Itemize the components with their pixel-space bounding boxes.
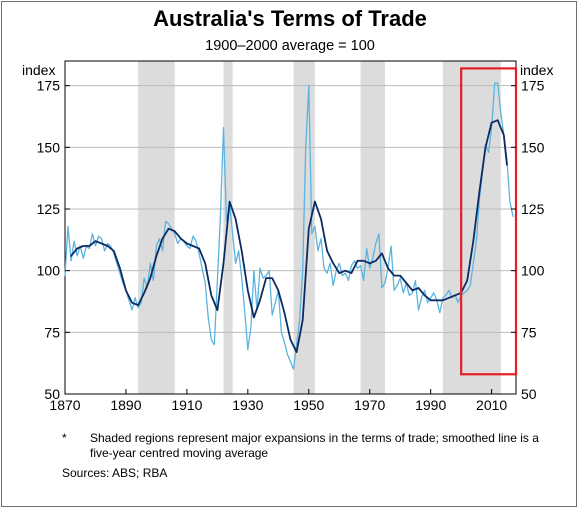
y-tick-label-left-100: 100 <box>37 263 61 279</box>
y-tick-label-left-50: 50 <box>44 386 60 402</box>
gridlines <box>65 85 516 333</box>
footnote-marker: * <box>62 431 67 445</box>
y-tick-label-right-175: 175 <box>521 78 545 94</box>
x-tick-label-1970: 1970 <box>354 397 385 413</box>
chart-subtitle: 1900–2000 average = 100 <box>205 38 375 54</box>
annual-series-line <box>64 82 514 370</box>
chart-title: Australia's Terms of Trade <box>153 6 427 31</box>
x-tick-label-1990: 1990 <box>415 397 446 413</box>
y-tick-label-right-50: 50 <box>521 386 537 402</box>
y-tick-label-left-75: 75 <box>44 324 60 340</box>
shaded-regions <box>138 61 501 394</box>
x-tick-label-1890: 1890 <box>110 397 141 413</box>
y-tick-label-left-125: 125 <box>37 201 61 217</box>
y-tick-label-right-125: 125 <box>521 201 545 217</box>
x-tick-label-1870: 1870 <box>49 397 80 413</box>
x-tick-label-1950: 1950 <box>293 397 324 413</box>
x-tick-label-1930: 1930 <box>232 397 263 413</box>
y-tick-label-left-150: 150 <box>37 139 61 155</box>
y-axis-unit-right: index <box>520 62 554 78</box>
shaded-region-5 <box>442 61 501 394</box>
y-tick-label-left-175: 175 <box>37 78 61 94</box>
y-tick-label-right-150: 150 <box>521 139 545 155</box>
y-axis-unit-left: index <box>22 62 56 78</box>
highlight-box <box>460 67 518 376</box>
shaded-region-2 <box>223 61 233 394</box>
shaded-region-1 <box>138 61 175 394</box>
x-tick-label-2010: 2010 <box>476 397 507 413</box>
shaded-region-4 <box>360 61 385 394</box>
x-tick-label-1910: 1910 <box>171 397 202 413</box>
footnote-text: Shaded regions represent major expansion… <box>90 431 539 460</box>
y-tick-label-right-75: 75 <box>521 324 537 340</box>
y-tick-label-right-100: 100 <box>521 263 545 279</box>
sources-text: Sources: ABS; RBA <box>62 466 168 480</box>
series-lines <box>64 82 514 370</box>
moving-average-line <box>70 119 508 353</box>
highlight-box-layer <box>460 67 518 376</box>
axis-ticks: 50 50 75 75 100 100 125 125 150 150 175 175 1870 1890… <box>37 78 545 413</box>
